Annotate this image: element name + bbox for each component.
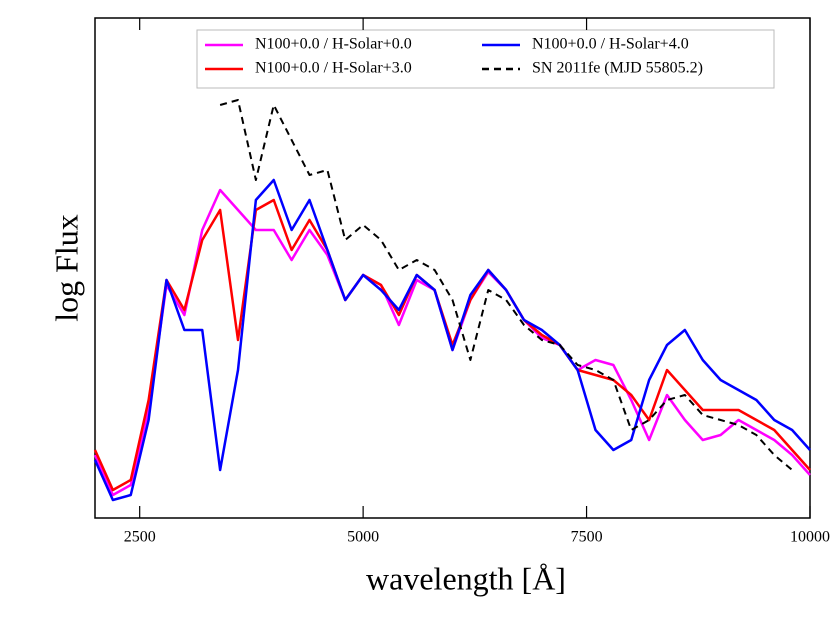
series-line xyxy=(93,178,811,502)
x-tick-label: 7500 xyxy=(571,529,603,546)
x-tick-label: 5000 xyxy=(347,529,379,546)
x-axis-title: wavelength [Å] xyxy=(366,560,566,596)
legend-label: N100+0.0 / H-Solar+4.0 xyxy=(532,36,689,53)
legend-label: SN 2011fe (MJD 55805.2) xyxy=(532,60,703,77)
legend-label: N100+0.0 / H-Solar+0.0 xyxy=(255,36,412,53)
plot-frame xyxy=(94,17,811,519)
series-line xyxy=(219,99,793,471)
y-axis-title: log Flux xyxy=(48,214,84,322)
x-tick-label: 2500 xyxy=(124,529,156,546)
legend-label: N100+0.0 / H-Solar+3.0 xyxy=(255,60,412,77)
x-tick-label: 10000 xyxy=(790,529,830,546)
series-line xyxy=(93,198,811,492)
legend-box xyxy=(196,29,775,89)
